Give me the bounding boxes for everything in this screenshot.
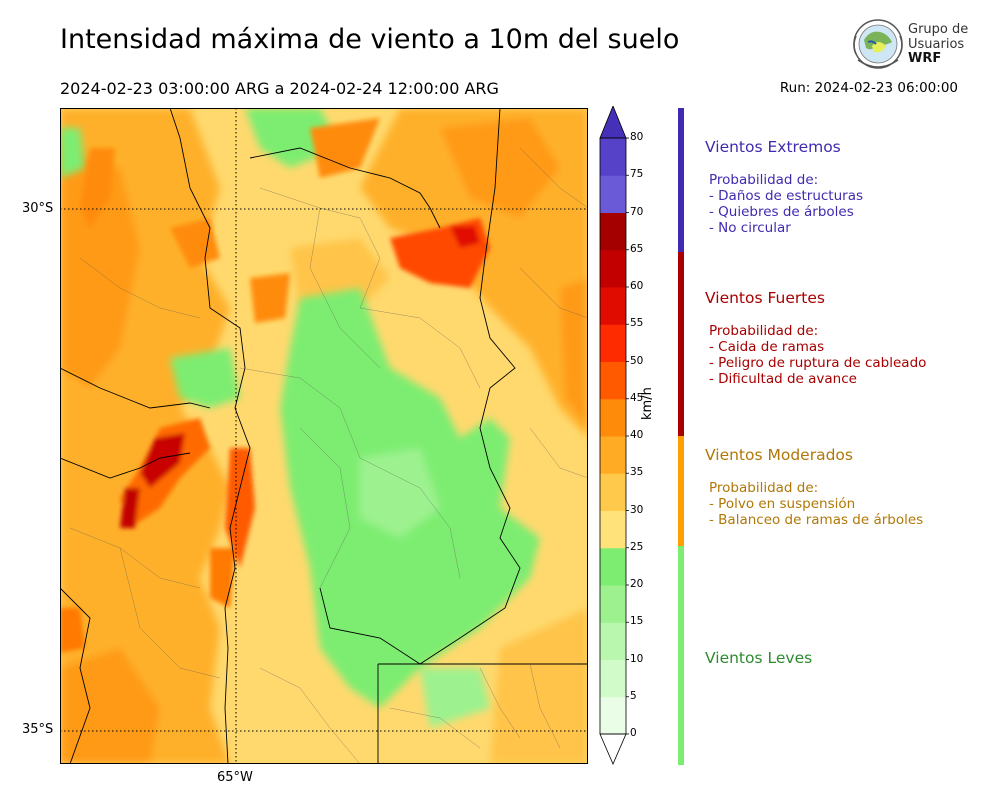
colorbar-tick-label: 25 [630, 540, 644, 553]
colorbar-tick-label: 5 [630, 689, 637, 702]
colorbar-tick-label: 75 [630, 168, 644, 181]
category-description-line: - No circular [709, 220, 791, 236]
map-frame [60, 108, 588, 764]
lat-label-35s: 35°S [22, 722, 54, 737]
colorbar-bin-8 [600, 398, 626, 437]
run-time: Run: 2024-02-23 06:00:00 [779, 80, 958, 96]
province-borders [59, 107, 588, 765]
category-description-line: Probabilidad de: [709, 480, 819, 496]
colorbar-tick-label: 35 [630, 466, 644, 479]
colorbar-bin-7 [600, 436, 626, 474]
colorbar-tick-label: 80 [630, 131, 644, 143]
category-title: Vientos Leves [705, 649, 813, 667]
colorbar-tick-label: 70 [630, 205, 644, 218]
colorbar-tick-label: 20 [630, 578, 644, 590]
category-description-line: Probabilidad de: [709, 323, 819, 339]
colorbar-bin-13 [600, 212, 626, 251]
logo-line-1: Grupo de [908, 22, 968, 37]
lon-label-65w: 65°W [217, 770, 253, 785]
department-borders [69, 147, 589, 765]
wrf-users-logo: Grupo de Usuarios WRF [848, 16, 978, 72]
colorbar-bin-0 [600, 696, 626, 735]
colorbar: 0 5 10 15 20 25 30 35 40 45 50 55 60 65 70 75 80 [598, 106, 678, 768]
category-bar [678, 108, 684, 252]
colorbar-tick-label: 30 [630, 503, 644, 516]
category-title: Vientos Fuertes [705, 289, 825, 307]
colorbar-tick-label: 0 [630, 727, 637, 739]
wind-map [59, 107, 589, 765]
category-title: Vientos Moderados [705, 446, 853, 464]
colorbar-bin-3 [600, 585, 626, 623]
colorbar-svg [599, 106, 629, 766]
colorbar-bin-5 [600, 510, 626, 549]
colorbar-bin-15 [600, 138, 626, 176]
graticule [60, 108, 588, 764]
globe-satellite-icon: Grupo de Usuarios WRF [853, 19, 968, 69]
colorbar-bin-6 [600, 473, 626, 511]
category-description-line: - Daños de estructuras [709, 188, 864, 204]
category-description-line: Probabilidad de: [709, 172, 819, 188]
lat-label-30s: 30°S [22, 201, 54, 216]
colorbar-tick-labels: 0 5 10 15 20 25 30 35 40 45 50 55 60 65 70 75 80 [598, 106, 678, 768]
category-title: Vientos Extremos [705, 138, 841, 156]
colorbar-tick-label: 55 [630, 317, 644, 330]
valid-period: 2024-02-23 03:00:00 ARG a 2024-02-24 12:… [60, 79, 499, 98]
colorbar-bin-12 [600, 249, 626, 288]
moderate-wind-areas [60, 108, 588, 764]
colorbar-tick-label: 45 [630, 391, 644, 404]
colorbar-tick-label: 50 [630, 354, 644, 367]
category-bar [678, 252, 684, 436]
category-bar [678, 546, 684, 765]
logo-line-2: Usuarios [908, 37, 964, 52]
colorbar-tick-label: 60 [630, 280, 644, 292]
wind-field-svg [59, 107, 589, 765]
colorbar-bin-2 [600, 622, 626, 660]
colorbar-bin-10 [600, 324, 626, 362]
logo-line-3: WRF [908, 51, 941, 66]
colorbar-bin-4 [600, 547, 626, 586]
colorbar-tick-label: 65 [630, 242, 644, 255]
category-bar [678, 436, 684, 546]
colorbar-bin-11 [600, 287, 626, 325]
map-title: Intensidad máxima de viento a 10m del su… [60, 24, 680, 55]
category-description-line: - Polvo en suspensión [709, 496, 856, 512]
category-description-line: - Quiebres de árboles [709, 204, 854, 220]
category-description-line: - Balanceo de ramas de árboles [709, 512, 924, 528]
colorbar-tick-label: 40 [630, 429, 644, 441]
colorbar-tick-label: 15 [630, 615, 644, 628]
category-description-line: - Caida de ramas [709, 339, 825, 355]
colorbar-bin-9 [600, 361, 626, 400]
strong-wind-areas [60, 118, 490, 653]
colorbar-bin-1 [600, 659, 626, 698]
category-description-line: - Dificultad de avance [709, 371, 857, 387]
category-description-line: - Peligro de ruptura de cableado [709, 355, 927, 371]
colorbar-unit: km/h [640, 387, 655, 420]
colorbar-tick-label: 10 [630, 652, 644, 665]
colorbar-bin-14 [600, 175, 626, 213]
